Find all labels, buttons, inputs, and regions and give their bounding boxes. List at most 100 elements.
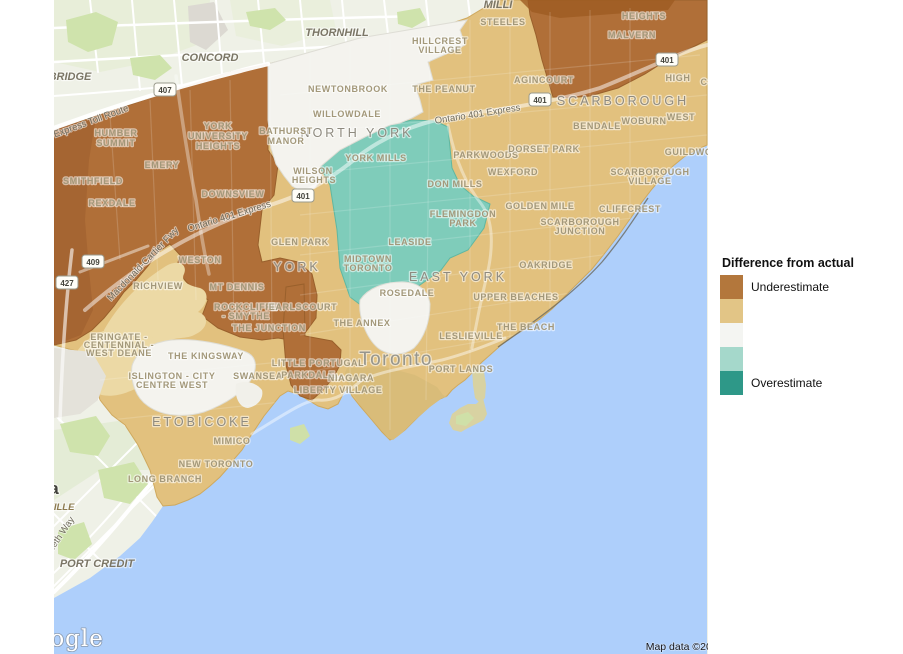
map-label: RICHVIEW [133,281,183,291]
map-label: MALVERN [608,30,656,40]
map-label: GOLDEN MILE [505,201,574,211]
park-area [130,55,172,80]
map-label: THORNHILL [305,27,369,39]
city-street [99,359,301,381]
region-northyork-neutral [267,19,469,193]
map-label: YORK MILLS [345,153,407,163]
map-label: NIAGARA [328,373,374,383]
region-islington-neutral [131,339,256,416]
legend-row [720,347,902,371]
map-label: - SMYTHE [222,311,270,321]
city-street [149,99,159,281]
map-label: BATHURST [259,126,313,136]
map-label: HEIGHTS [292,175,336,185]
map-label: DOWNSVIEW [202,189,265,199]
map-label: YORK [273,260,320,274]
map-label: THE BEACH [497,322,555,332]
island-park [456,412,474,426]
map-label: STEELES [480,17,525,27]
region-northeast-dark [520,0,675,18]
map-label: NEWTONBROOK [308,84,388,94]
city-street [425,23,431,401]
city-street [109,114,121,261]
basemap-road [299,0,306,53]
legend-row [720,299,902,323]
map-label: LITTLE PORTUGAL [272,358,365,368]
map-label: PORT LANDS [429,364,494,374]
map-label: VILLAGE [418,45,461,55]
map-label: THE KINGSWAY [168,351,244,361]
route-shield-427: 427 [55,275,79,290]
map-label: BENDALE [573,121,621,131]
highway [174,74,211,276]
basemap-road [173,0,183,87]
route-shield-number: 407 [158,86,172,95]
map-label: OAKRIDGE [519,260,572,270]
map-label: MANOR [268,136,305,146]
map-label: CENTENNIAL - [84,340,155,350]
map-label: SCARBOROUGH [557,94,689,108]
map-label: MT DENNIS [210,282,265,292]
route-shield-box [81,254,105,269]
map-label: MIMICO [213,436,250,446]
route-shield-number: 409 [86,258,100,267]
route-shield-number: 401 [533,96,547,105]
park-area [58,522,92,560]
map-label: VILLAGE [628,176,671,186]
region-northeast-underestimate [527,0,708,99]
map-label: NORTH YORK [301,126,414,140]
legend-row: Overestimate [720,371,902,395]
route-shield-box [153,82,177,97]
map-label: DORSET PARK [508,144,579,154]
route-shield-409: 409 [81,254,105,269]
map-label: THE PEANUT [412,84,476,94]
legend-row [720,323,902,347]
basemap-road [467,0,471,17]
lake-ontario-water [54,145,707,654]
island-spit [472,366,486,403]
highway [446,123,493,350]
city-street [229,79,235,331]
map-label: SMITHFIELD [63,176,123,186]
city-street-grid [99,8,707,440]
route-shield-box [55,275,79,290]
region-northwest-underestimate [54,63,318,346]
map-label: DON MILLS [428,179,483,189]
map-label: PARK [449,218,476,228]
city-street [279,54,701,96]
map-label: THE JUNCTION [232,323,306,333]
map-label: ISLINGTON - CITY [129,371,216,381]
map-label: FLEMINGDON [430,209,497,219]
legend-row: Underestimate [720,275,902,299]
route-shield-box [291,188,315,203]
park-area [98,462,148,504]
legend-label: Overestimate [751,376,823,390]
map-label: EMERY [145,160,180,170]
legend-swatch [720,371,743,395]
region-rosedale-neutral [359,281,431,355]
route-shield-number: 401 [660,56,674,65]
map-label: THE ANNEX [333,318,390,328]
map-layers: THORNHILL CONCORD BRIDGE MILLI PORT CREDIT VI… [16,0,708,654]
legend-swatch [720,323,743,347]
map-label: C [700,77,707,87]
map-label: PORT CREDIT [60,558,136,570]
map-label: AGINCOURT [514,75,574,85]
map-label: a [49,479,59,498]
route-shield-box [528,92,552,107]
legend-swatch [720,299,743,323]
map-label: VILLE [48,502,76,513]
highway [83,43,708,312]
route-shield-401: 401 [291,188,315,203]
map-label: UPPER BEACHES [473,292,558,302]
map-label: HUMBER [94,128,137,138]
map-label: NEW TORONTO [179,459,254,469]
park-area [246,8,286,30]
industrial-west [54,348,106,418]
legend: Difference from actual Underestimate Over… [720,256,902,395]
google-logo[interactable]: Google [16,625,104,653]
city-street [299,289,591,336]
city-street [289,329,546,376]
